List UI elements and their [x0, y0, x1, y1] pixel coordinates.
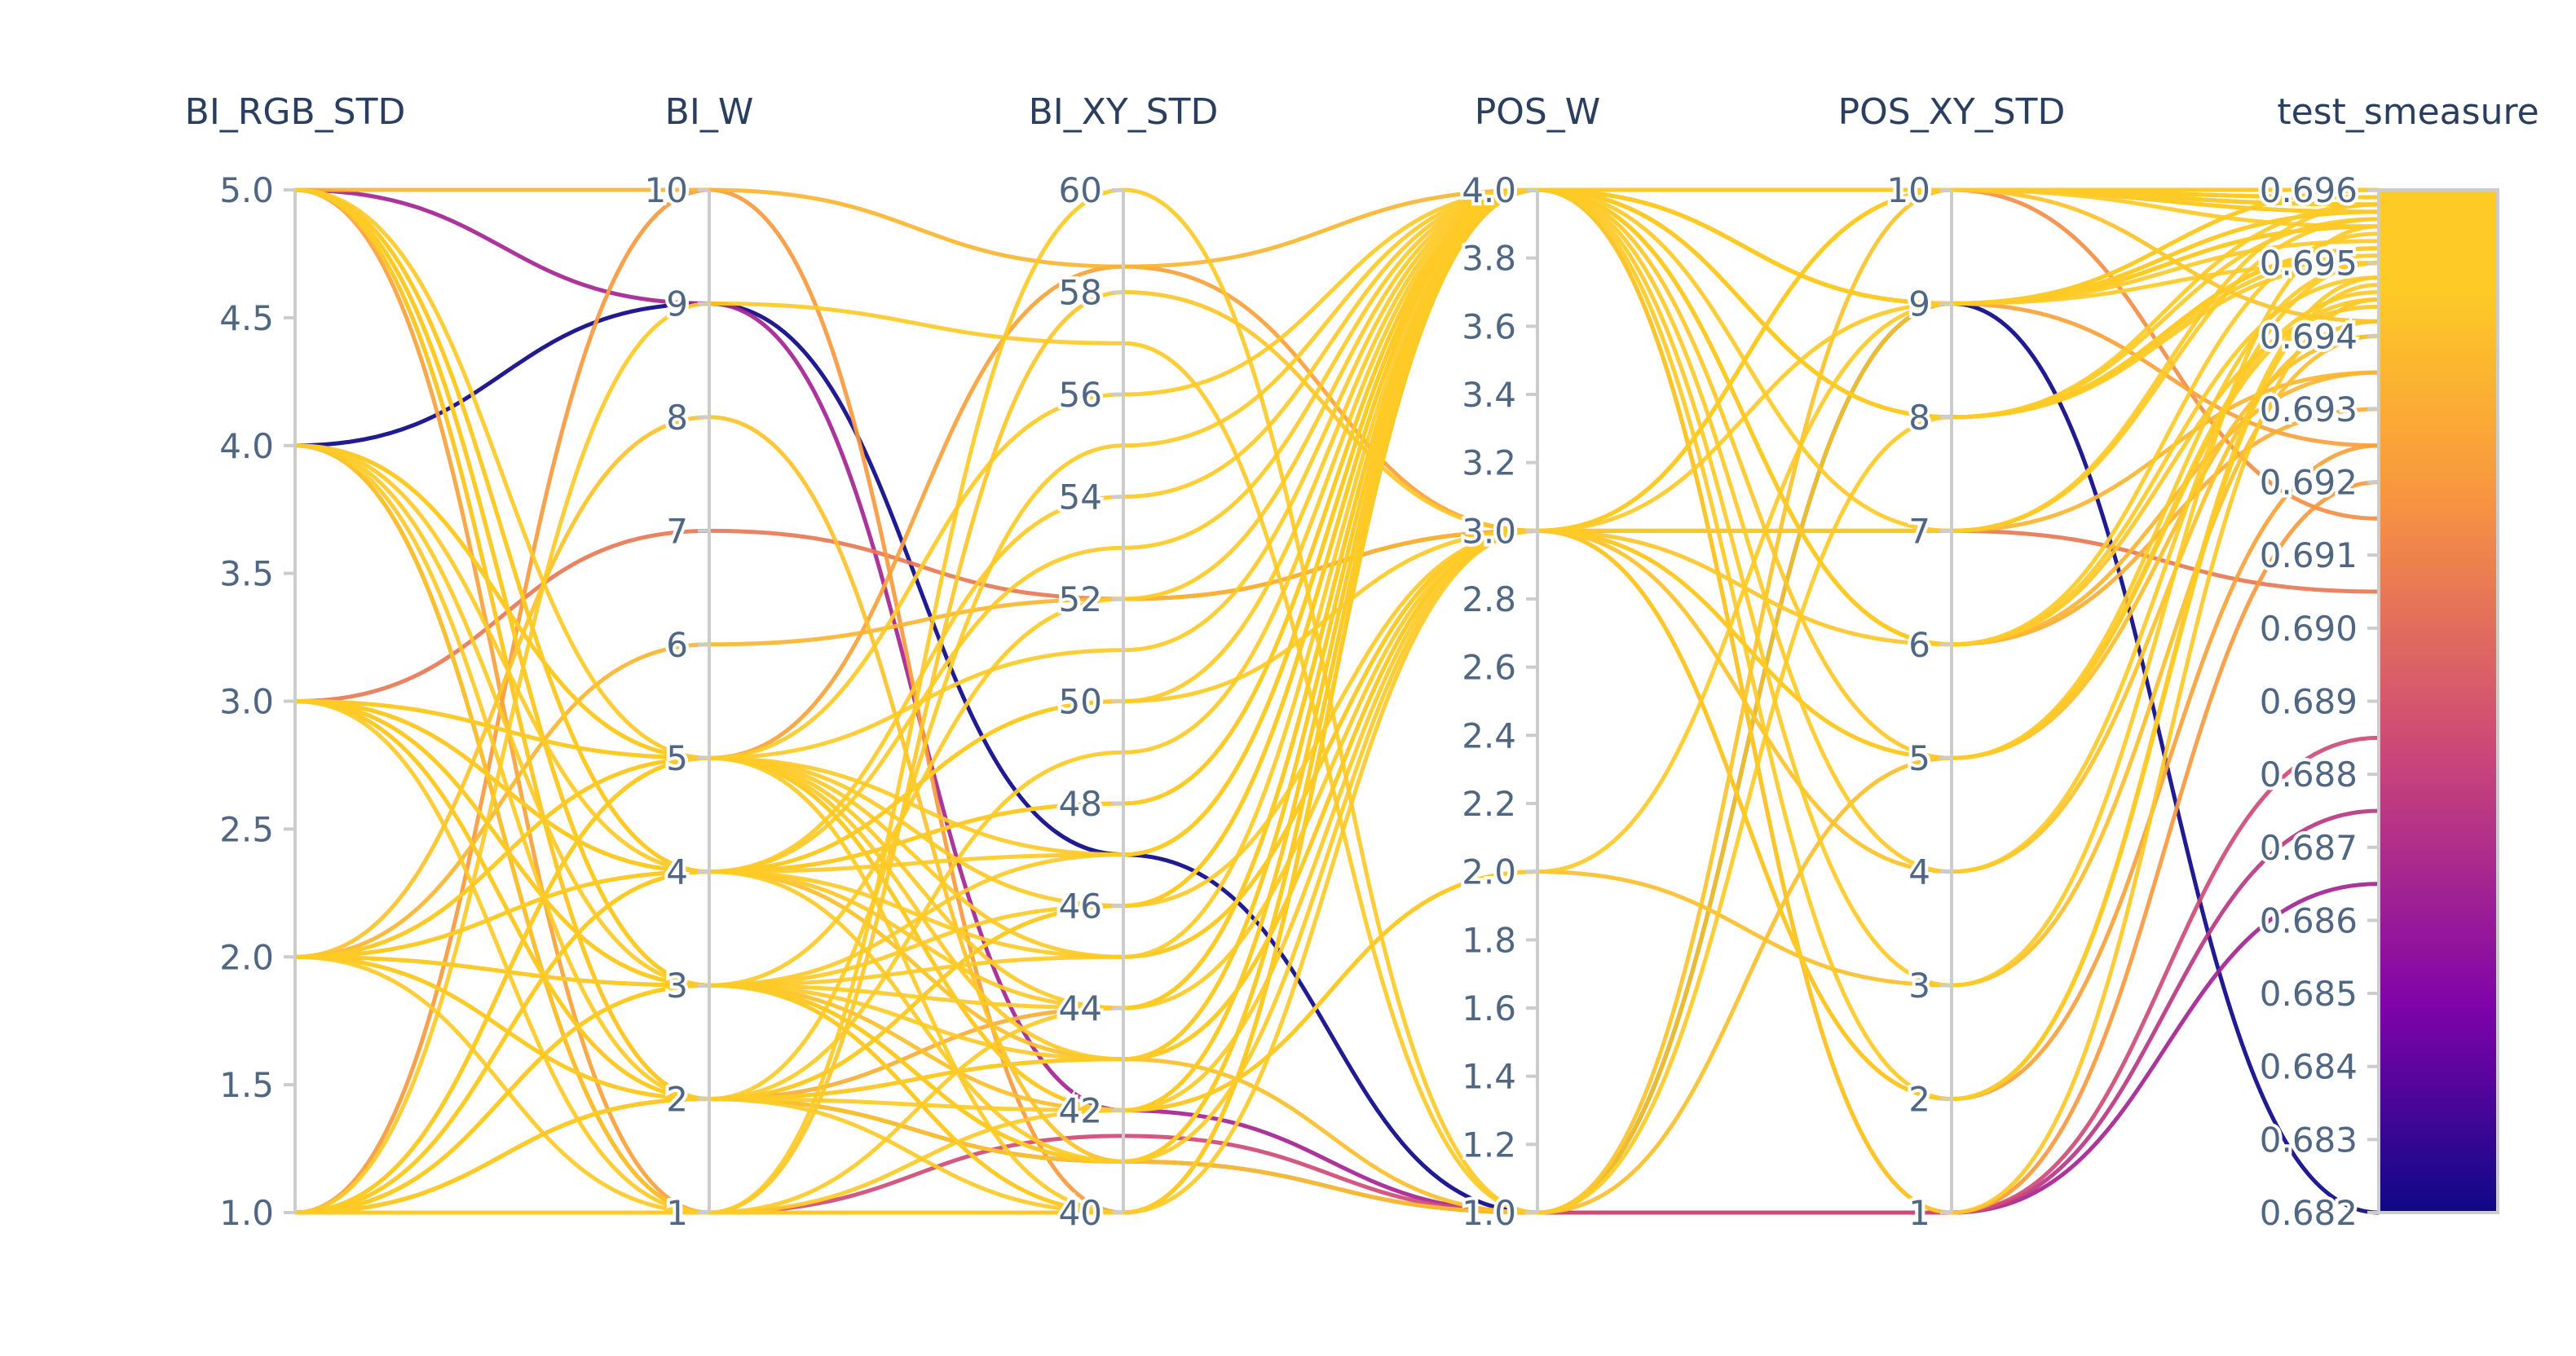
data-line [294, 217, 2380, 1215]
tick-label: 2.8 [1462, 579, 1516, 619]
data-line [294, 261, 2380, 1215]
tick-label: 42 [1059, 1091, 1102, 1131]
data-line [294, 224, 2380, 1215]
tick-label: 3 [666, 966, 688, 1006]
tick-label: 2.6 [1462, 648, 1516, 688]
tick-label: 6 [666, 625, 688, 665]
tick-label: 0.686 [2260, 900, 2358, 940]
tick-label: 40 [1059, 1193, 1102, 1233]
tick-label: 54 [1059, 478, 1102, 517]
tick-label: 0.693 [2260, 390, 2358, 429]
tick-label: 2.0 [1462, 852, 1516, 892]
tick-label: 1.0 [1462, 1193, 1516, 1233]
tick-label: 2 [666, 1080, 688, 1120]
tick-label: 0.685 [2260, 974, 2358, 1014]
tick-label: 1.5 [219, 1065, 274, 1105]
tick-label: 44 [1059, 988, 1102, 1028]
tick-label: 0.687 [2260, 828, 2358, 868]
tick-label: 5 [1908, 738, 1930, 778]
tick-label: 2.4 [1462, 715, 1516, 755]
tick-label: 10 [1887, 170, 1930, 210]
tick-label: 2.0 [219, 937, 274, 977]
tick-label: 0.683 [2260, 1120, 2358, 1160]
tick-label: 2 [1908, 1080, 1930, 1120]
tick-label: 0.696 [2260, 170, 2358, 210]
tick-label: 48 [1059, 784, 1102, 824]
tick-label: 1 [1908, 1193, 1930, 1233]
axis-title: BI_RGB_STD [185, 91, 406, 133]
axis-title: POS_W [1475, 91, 1601, 133]
tick-label: 3.4 [1462, 375, 1516, 415]
tick-label: 3 [1908, 966, 1930, 1006]
tick-label: 4.0 [1462, 170, 1516, 210]
tick-label: 3.6 [1462, 306, 1516, 346]
tick-label: 1 [666, 1193, 688, 1233]
tick-label: 0.694 [2260, 316, 2358, 356]
tick-label: 0.689 [2260, 682, 2358, 722]
tick-label: 56 [1059, 375, 1102, 415]
tick-label: 0.688 [2260, 755, 2358, 795]
tick-label: 3.8 [1462, 239, 1516, 279]
tick-label: 7 [1908, 511, 1930, 551]
tick-label: 1.6 [1462, 988, 1516, 1028]
tick-label: 0.684 [2260, 1047, 2358, 1087]
tick-label: 0.692 [2260, 463, 2358, 503]
tick-label: 60 [1059, 170, 1102, 210]
tick-label: 1.4 [1462, 1057, 1516, 1097]
tick-label: 0.695 [2260, 244, 2358, 284]
axis-title: BI_W [665, 91, 754, 133]
tick-label: 5.0 [219, 170, 274, 210]
tick-label: 2.2 [1462, 784, 1516, 824]
tick-label: 4.0 [219, 426, 274, 466]
tick-label: 5 [666, 738, 688, 778]
tick-label: 2.5 [219, 809, 274, 849]
tick-label: 0.682 [2260, 1193, 2358, 1233]
axis-title: POS_XY_STD [1838, 91, 2066, 133]
tick-label: 52 [1059, 579, 1102, 619]
tick-label: 8 [666, 398, 688, 438]
tick-label: 4 [1908, 852, 1930, 892]
tick-label: 3.2 [1462, 443, 1516, 483]
tick-label: 3.5 [219, 554, 274, 594]
colorbar [2377, 188, 2499, 1214]
tick-label: 9 [1908, 284, 1930, 324]
tick-label: 3.0 [219, 682, 274, 722]
data-line [294, 187, 2380, 959]
tick-label: 0.691 [2260, 535, 2358, 575]
tick-label: 50 [1059, 682, 1102, 722]
axes-layer: BI_RGB_STD 1.0 1.5 2.0 2.5 3.0 3.5 4.0 4.5 5.0 BI_… [185, 91, 2539, 1236]
axis-title: BI_XY_STD [1029, 91, 1219, 133]
tick-label: 1.8 [1462, 920, 1516, 960]
tick-label: 10 [645, 170, 688, 210]
tick-label: 4.5 [219, 298, 274, 338]
axis-title: test_smeasure [2277, 91, 2539, 133]
tick-label: 1.2 [1462, 1125, 1516, 1164]
tick-label: 46 [1059, 887, 1102, 927]
tick-label: 3.0 [1462, 511, 1516, 551]
tick-label: 7 [666, 511, 688, 551]
tick-label: 9 [666, 284, 688, 324]
tick-label: 8 [1908, 398, 1930, 438]
tick-label: 58 [1059, 273, 1102, 313]
tick-label: 6 [1908, 625, 1930, 665]
tick-label: 0.690 [2260, 609, 2358, 649]
data-line [294, 187, 2380, 1215]
tick-label: 1.0 [219, 1193, 274, 1233]
polyline-layer [294, 187, 2380, 1215]
tick-label: 4 [666, 852, 688, 892]
